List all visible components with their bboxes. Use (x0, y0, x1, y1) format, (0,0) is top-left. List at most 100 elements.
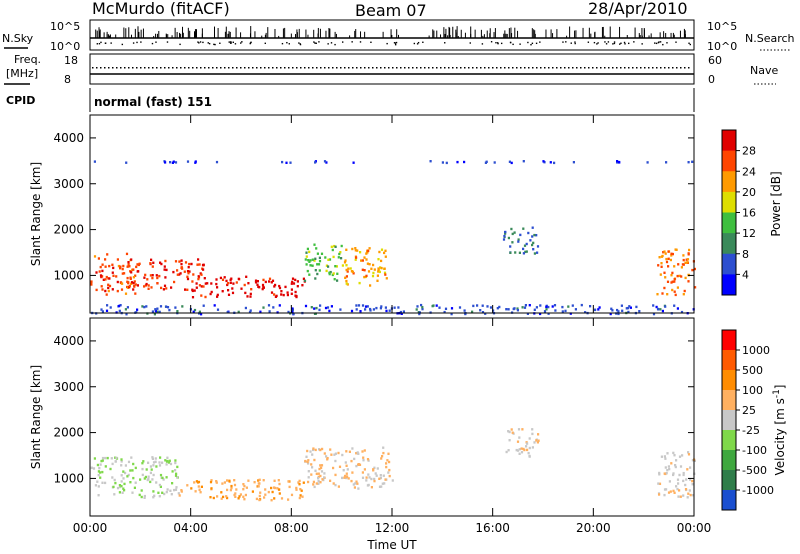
echo-cell (667, 265, 670, 268)
power-panel: 1000 2000 3000 4000 Slant Range [km] 4 8 12 16… (29, 114, 783, 316)
echo-cell (90, 466, 93, 469)
echo-cell (528, 446, 531, 450)
echo-cell (450, 312, 453, 316)
echo-cell (124, 292, 128, 295)
echo-cell (184, 288, 187, 291)
nave-point (480, 67, 482, 69)
nsearch-point (286, 41, 288, 44)
echo-cell (366, 305, 369, 308)
echo-cell (122, 487, 125, 490)
echo-cell (245, 486, 248, 489)
echo-cell (323, 472, 326, 475)
echo-cell (186, 277, 190, 281)
echo-cell (116, 289, 119, 293)
echo-cell (257, 285, 260, 288)
echo-cell (549, 161, 552, 164)
echo-cell (176, 273, 179, 276)
echo-cell (158, 310, 161, 314)
echo-cell (307, 480, 310, 484)
velocity-x-axis: 00:00 04:00 08:00 12:00 16:00 20:00 00:00 (73, 318, 711, 535)
echo-cell (365, 476, 368, 479)
colorbar-tick-label: 500 (742, 364, 763, 377)
nave-point (516, 67, 518, 69)
echo-cell (261, 283, 265, 287)
echo-cell (684, 261, 687, 264)
echo-cell (243, 484, 246, 488)
nave-point (284, 67, 286, 69)
echo-cell (317, 475, 320, 479)
echo-cell (676, 286, 679, 289)
echo-cell (689, 493, 692, 497)
nsearch-point (230, 42, 232, 44)
nave-point (680, 67, 682, 69)
x-tick-label: 12:00 (375, 521, 410, 535)
echo-cell (166, 306, 170, 309)
echo-cell (626, 306, 630, 310)
echo-cell (196, 263, 199, 266)
echo-cell (168, 459, 171, 462)
nsearch-point (574, 42, 576, 45)
echo-cell (158, 274, 161, 278)
colorbar-swatch (722, 171, 736, 193)
echo-cell (689, 478, 692, 481)
echo-cell (168, 461, 171, 464)
nave-point (440, 67, 442, 69)
echo-cell (314, 277, 317, 280)
nave-point (312, 67, 314, 69)
nave-point (168, 67, 170, 69)
nsky-frame (89, 19, 695, 51)
echo-cell (682, 494, 685, 497)
echo-cell (229, 488, 232, 492)
nsearch-point (234, 43, 237, 45)
nsearch-point (570, 42, 572, 44)
echo-cell (145, 282, 148, 286)
echo-cell (156, 282, 159, 285)
nave-point (188, 67, 190, 69)
echo-cell (186, 275, 189, 278)
echo-cell (670, 281, 673, 284)
echo-cell (305, 255, 308, 258)
nsearch-point (657, 41, 660, 44)
echo-cell (115, 456, 118, 460)
nave-point (220, 67, 222, 69)
echo-cell (675, 459, 678, 462)
nave-point (556, 67, 558, 69)
echo-cell (380, 485, 383, 488)
echo-cell (253, 481, 256, 484)
nsearch-point (612, 43, 614, 45)
echo-cell (104, 289, 107, 293)
echo-cell (693, 267, 696, 271)
echo-cell (164, 161, 167, 164)
echo-cell (151, 456, 154, 459)
echo-cell (485, 160, 488, 163)
echo-cell (332, 466, 335, 470)
echo-cell (193, 481, 196, 484)
echo-cell (677, 495, 680, 498)
echo-cell (180, 262, 183, 266)
echo-cell (249, 295, 252, 298)
echo-cell (194, 161, 197, 164)
echo-cell (508, 160, 511, 163)
echo-cell (284, 285, 287, 289)
echo-cell (314, 312, 317, 315)
echo-cell (675, 248, 678, 251)
echo-cell (268, 277, 272, 280)
echo-cell (598, 306, 601, 309)
echo-cell (533, 233, 536, 237)
echo-cell (298, 483, 301, 486)
nave-point (608, 67, 610, 69)
echo-cell (516, 440, 520, 443)
nave-point (488, 67, 490, 69)
echo-cell (176, 465, 179, 469)
echo-cell (275, 294, 278, 298)
echo-cell (331, 248, 334, 252)
echo-cell (666, 469, 669, 472)
echo-cell (667, 257, 670, 260)
echo-cell (99, 463, 102, 466)
echo-cell (289, 161, 292, 164)
echo-cell (302, 277, 305, 280)
echo-cell (140, 489, 143, 492)
echo-cell (178, 260, 181, 263)
nsearch-point (359, 41, 362, 43)
nave-point (124, 67, 126, 69)
